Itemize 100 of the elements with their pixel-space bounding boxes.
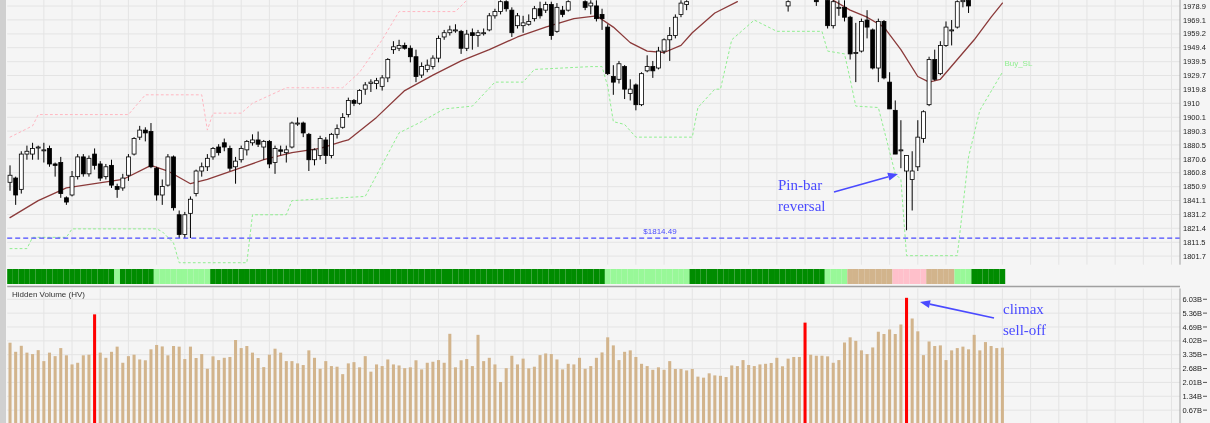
bar — [476, 334, 480, 423]
bar — [510, 355, 514, 423]
bar — [656, 367, 660, 423]
line-series — [9, 19, 1003, 264]
annotation: climax sell-off — [1003, 301, 1047, 338]
bar — [611, 345, 615, 423]
bar — [831, 362, 835, 423]
bar — [363, 356, 367, 423]
bar — [414, 360, 418, 423]
bar — [995, 348, 999, 423]
bar — [380, 366, 384, 423]
bar — [826, 356, 830, 423]
bar — [893, 334, 897, 423]
bar — [803, 322, 807, 423]
bar — [640, 363, 644, 423]
bar — [882, 334, 886, 423]
bar — [933, 346, 937, 423]
bar — [673, 368, 677, 423]
bar — [138, 359, 142, 423]
bar — [200, 354, 204, 423]
bar — [735, 366, 739, 423]
bar — [617, 360, 621, 423]
bar — [842, 342, 847, 423]
line-series — [9, 0, 468, 138]
bar — [290, 361, 294, 423]
series-label: Buy_SL — [1004, 59, 1033, 69]
bar — [651, 369, 655, 423]
bar — [296, 363, 300, 423]
bar — [865, 354, 869, 423]
bar — [1000, 347, 1004, 423]
bar — [386, 359, 390, 423]
bar — [634, 356, 638, 423]
bar — [493, 364, 497, 423]
bar — [93, 314, 97, 423]
bar — [98, 352, 102, 423]
bar — [515, 364, 519, 423]
line-series — [832, 0, 1004, 83]
bar — [160, 346, 164, 423]
bar — [594, 357, 598, 423]
bar — [369, 371, 373, 423]
bar — [324, 361, 328, 423]
bar — [713, 375, 717, 423]
bar — [566, 363, 570, 423]
bar — [769, 362, 773, 423]
candlestick — [188, 195, 193, 239]
chart-title: Hidden Volume (HV) — [12, 289, 86, 299]
bar — [442, 362, 446, 423]
bar — [391, 364, 395, 423]
bar — [606, 337, 610, 423]
bar — [730, 365, 734, 423]
bar — [8, 342, 12, 423]
bar — [905, 297, 909, 423]
bar — [36, 350, 40, 423]
bar — [329, 366, 333, 423]
bar — [431, 361, 435, 423]
bar — [312, 357, 317, 423]
bar — [358, 367, 362, 423]
bar — [696, 376, 700, 423]
bar — [19, 345, 23, 423]
bar — [59, 348, 63, 423]
bar — [527, 368, 531, 423]
bar — [747, 365, 751, 423]
bar — [448, 333, 452, 423]
bar — [938, 345, 942, 423]
candlestick — [785, 0, 791, 13]
bar — [561, 369, 565, 423]
bar — [307, 350, 311, 423]
bar — [685, 370, 689, 423]
bar — [234, 340, 238, 423]
candlestick — [126, 153, 131, 182]
bar — [109, 351, 114, 423]
bar — [188, 346, 192, 423]
bar — [797, 356, 801, 423]
bar — [262, 367, 266, 423]
bar — [375, 364, 379, 423]
bar — [155, 344, 159, 423]
bar — [279, 352, 283, 423]
bar — [927, 341, 931, 423]
bar — [335, 366, 339, 423]
bar — [814, 355, 818, 423]
bar — [459, 360, 463, 423]
bar — [955, 348, 959, 423]
bar — [318, 368, 322, 423]
bar — [538, 355, 542, 423]
bar — [143, 360, 147, 423]
bar — [149, 349, 153, 423]
bar — [623, 351, 627, 423]
bar — [87, 354, 91, 423]
bar — [786, 358, 790, 423]
bar — [482, 361, 486, 423]
bar — [256, 358, 260, 423]
bar — [820, 355, 824, 423]
bar — [465, 359, 469, 423]
bar — [504, 368, 508, 423]
bar — [222, 357, 226, 423]
bar — [166, 355, 170, 423]
bar — [126, 356, 130, 423]
bar — [741, 360, 745, 423]
bar — [989, 346, 993, 423]
bar — [871, 347, 875, 423]
